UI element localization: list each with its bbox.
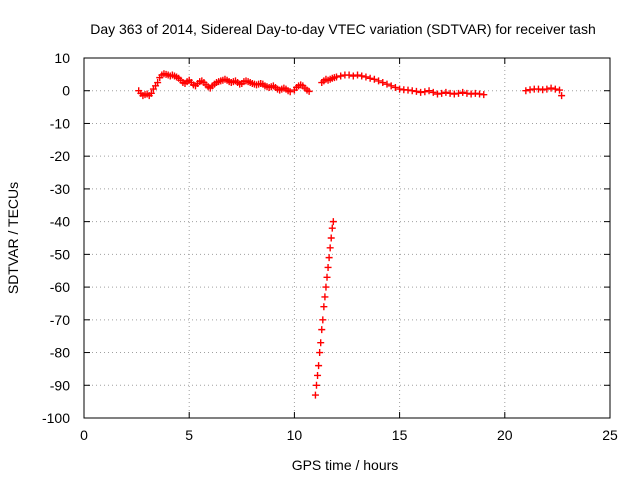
y-tick-label: -100	[42, 410, 70, 426]
y-tick-label: -90	[50, 377, 70, 393]
data-point	[459, 88, 467, 96]
data-point	[358, 72, 366, 80]
data-point	[345, 71, 353, 79]
data-points	[135, 70, 566, 399]
data-point	[332, 73, 340, 81]
data-point	[442, 88, 450, 96]
y-tick-label: -20	[50, 148, 70, 164]
y-tick-label: -70	[50, 312, 70, 328]
y-tick-label: 0	[62, 83, 70, 99]
data-point	[327, 234, 335, 242]
data-point	[321, 293, 329, 301]
data-point	[329, 218, 337, 226]
data-point	[154, 79, 162, 87]
data-point	[438, 89, 446, 97]
data-point	[558, 92, 566, 100]
data-point	[328, 224, 336, 232]
data-point	[370, 75, 378, 83]
data-point	[305, 87, 313, 95]
data-point	[543, 85, 551, 93]
data-point	[354, 71, 362, 79]
x-tick-label: 10	[287, 427, 303, 443]
data-point	[316, 349, 324, 357]
data-point	[337, 72, 345, 80]
data-point	[480, 91, 488, 99]
y-tick-label: -50	[50, 246, 70, 262]
data-point	[324, 263, 332, 271]
data-point	[323, 273, 331, 281]
data-point	[314, 371, 322, 379]
x-axis-title: GPS time / hours	[292, 457, 399, 473]
data-point	[349, 72, 357, 80]
data-point	[326, 244, 334, 252]
x-tick-label: 0	[80, 427, 88, 443]
data-point	[375, 77, 383, 85]
data-point	[311, 391, 319, 399]
data-point	[551, 85, 559, 93]
chart-title: Day 363 of 2014, Sidereal Day-to-day VTE…	[90, 21, 596, 37]
data-point	[315, 362, 323, 370]
plot-frame	[83, 57, 611, 419]
data-point	[383, 80, 391, 88]
x-tick-label: 25	[602, 427, 618, 443]
data-point	[319, 316, 327, 324]
y-tick-label: -80	[50, 345, 70, 361]
data-point	[286, 88, 294, 96]
data-point	[366, 74, 374, 82]
y-axis-title: SDTVAR / TECUs	[5, 182, 21, 294]
y-tick-label: 10	[54, 50, 70, 66]
x-tick-label: 20	[497, 427, 513, 443]
y-tick-label: -10	[50, 115, 70, 131]
data-point	[317, 339, 325, 347]
data-point	[429, 88, 437, 96]
data-point	[322, 283, 330, 291]
data-point	[318, 326, 326, 334]
y-tick-label: -40	[50, 214, 70, 230]
axis-ticks: 0 5 10 15 20 25 10 0 -10 -20 -30 -40 -50 -60 -70 -80 -90…	[42, 50, 618, 443]
x-tick-label: 5	[185, 427, 193, 443]
grid	[84, 58, 610, 418]
data-point	[312, 381, 320, 389]
data-point	[455, 89, 463, 97]
y-tick-label: -60	[50, 279, 70, 295]
data-point	[425, 87, 433, 95]
data-point	[412, 87, 420, 95]
data-point	[391, 83, 399, 91]
data-point	[379, 79, 387, 87]
data-point	[320, 303, 328, 311]
data-point	[547, 84, 555, 92]
data-point	[421, 88, 429, 96]
data-point	[522, 87, 530, 95]
x-tick-label: 15	[392, 427, 408, 443]
data-point	[147, 89, 155, 97]
data-point	[325, 254, 333, 262]
data-point	[556, 86, 564, 94]
data-point	[362, 73, 370, 81]
y-tick-label: -30	[50, 181, 70, 197]
data-point	[387, 82, 395, 90]
